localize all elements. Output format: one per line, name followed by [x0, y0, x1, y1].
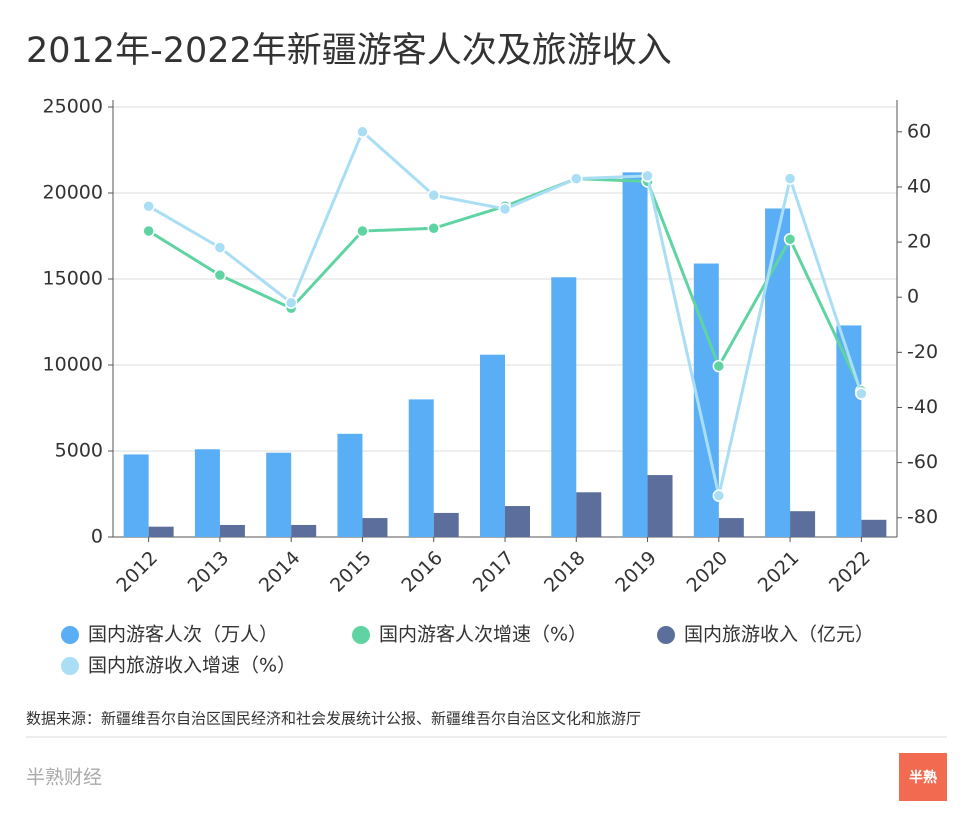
bar: [123, 454, 149, 537]
x-tick-label: 2016: [397, 547, 447, 597]
y-tick-label: 20000: [43, 182, 103, 204]
x-tick-label: 2015: [326, 547, 376, 597]
legend-marker: [352, 626, 370, 644]
point: [142, 224, 155, 238]
brand: 半熟财经: [26, 767, 102, 789]
y2-tick-label: -60: [907, 451, 938, 473]
bar: [266, 452, 292, 537]
x-tick-label: 2022: [825, 547, 875, 597]
bar: [505, 506, 530, 537]
point: [855, 387, 868, 400]
x-tick-label: 2020: [682, 547, 732, 597]
x-tick-label: 2019: [611, 547, 661, 597]
point: [213, 241, 227, 254]
point: [427, 222, 440, 235]
y2-tick-label: 60: [907, 120, 931, 142]
point: [783, 172, 797, 185]
y2-tick-label: 40: [907, 175, 931, 197]
source: 数据来源：新疆维吾尔自治区国民经济和社会发展统计公报、新疆维吾尔自治区文化和旅游…: [26, 710, 641, 728]
bar: [219, 524, 245, 537]
x-tick-label: 2013: [184, 547, 234, 597]
y-tick-label: 15000: [43, 268, 103, 290]
y2-tick-label: -80: [907, 506, 938, 528]
legend-marker: [61, 626, 79, 644]
point: [142, 199, 155, 213]
chart-title: 2012年-2022年新疆游客人次及旅游收入: [26, 31, 672, 71]
bar: [551, 277, 577, 537]
x-tick-label: 2018: [540, 547, 590, 597]
y-tick-label: 0: [91, 526, 103, 548]
point: [213, 268, 227, 282]
y-tick-label: 10000: [43, 354, 103, 376]
bar: [861, 519, 887, 537]
legend-label: 国内旅游收入（亿元）: [684, 624, 874, 646]
bar: [337, 433, 363, 537]
point: [498, 202, 512, 216]
bar: [408, 399, 434, 537]
bar: [647, 475, 673, 537]
legend-label: 国内游客人次增速（%）: [379, 624, 587, 646]
y2-tick-label: 20: [907, 231, 931, 253]
y2-tick-label: -40: [907, 396, 938, 418]
point: [356, 125, 369, 139]
x-tick-label: 2021: [754, 547, 804, 597]
x-tick-label: 2014: [255, 547, 305, 597]
bar: [291, 524, 317, 537]
bar: [433, 512, 459, 537]
bar: [718, 518, 744, 537]
bar: [194, 449, 220, 537]
y2-tick-label: 0: [907, 286, 919, 308]
y-tick-label: 5000: [55, 440, 103, 462]
logo-box: [899, 753, 947, 801]
point: [356, 224, 369, 238]
x-tick-label: 2012: [112, 547, 162, 597]
legend-label: 国内游客人次（万人）: [88, 624, 278, 646]
bar: [765, 208, 791, 538]
bar: [622, 172, 648, 538]
point: [712, 489, 726, 502]
point: [712, 359, 726, 373]
point: [284, 296, 298, 309]
legend-marker: [657, 626, 675, 644]
bar: [576, 492, 602, 537]
x-tick-label: 2017: [469, 547, 519, 597]
bar: [790, 511, 816, 537]
logo-text: 半熟: [909, 769, 937, 786]
point: [570, 172, 583, 185]
legend-label: 国内旅游收入增速（%）: [88, 655, 296, 677]
point: [641, 169, 654, 183]
bar: [148, 526, 174, 537]
point: [783, 233, 797, 246]
point: [427, 188, 440, 202]
y2-tick-label: -20: [907, 341, 938, 363]
y-tick-label: 25000: [43, 96, 103, 118]
legend-marker: [61, 657, 79, 675]
bar: [480, 354, 505, 537]
bar: [362, 518, 388, 537]
